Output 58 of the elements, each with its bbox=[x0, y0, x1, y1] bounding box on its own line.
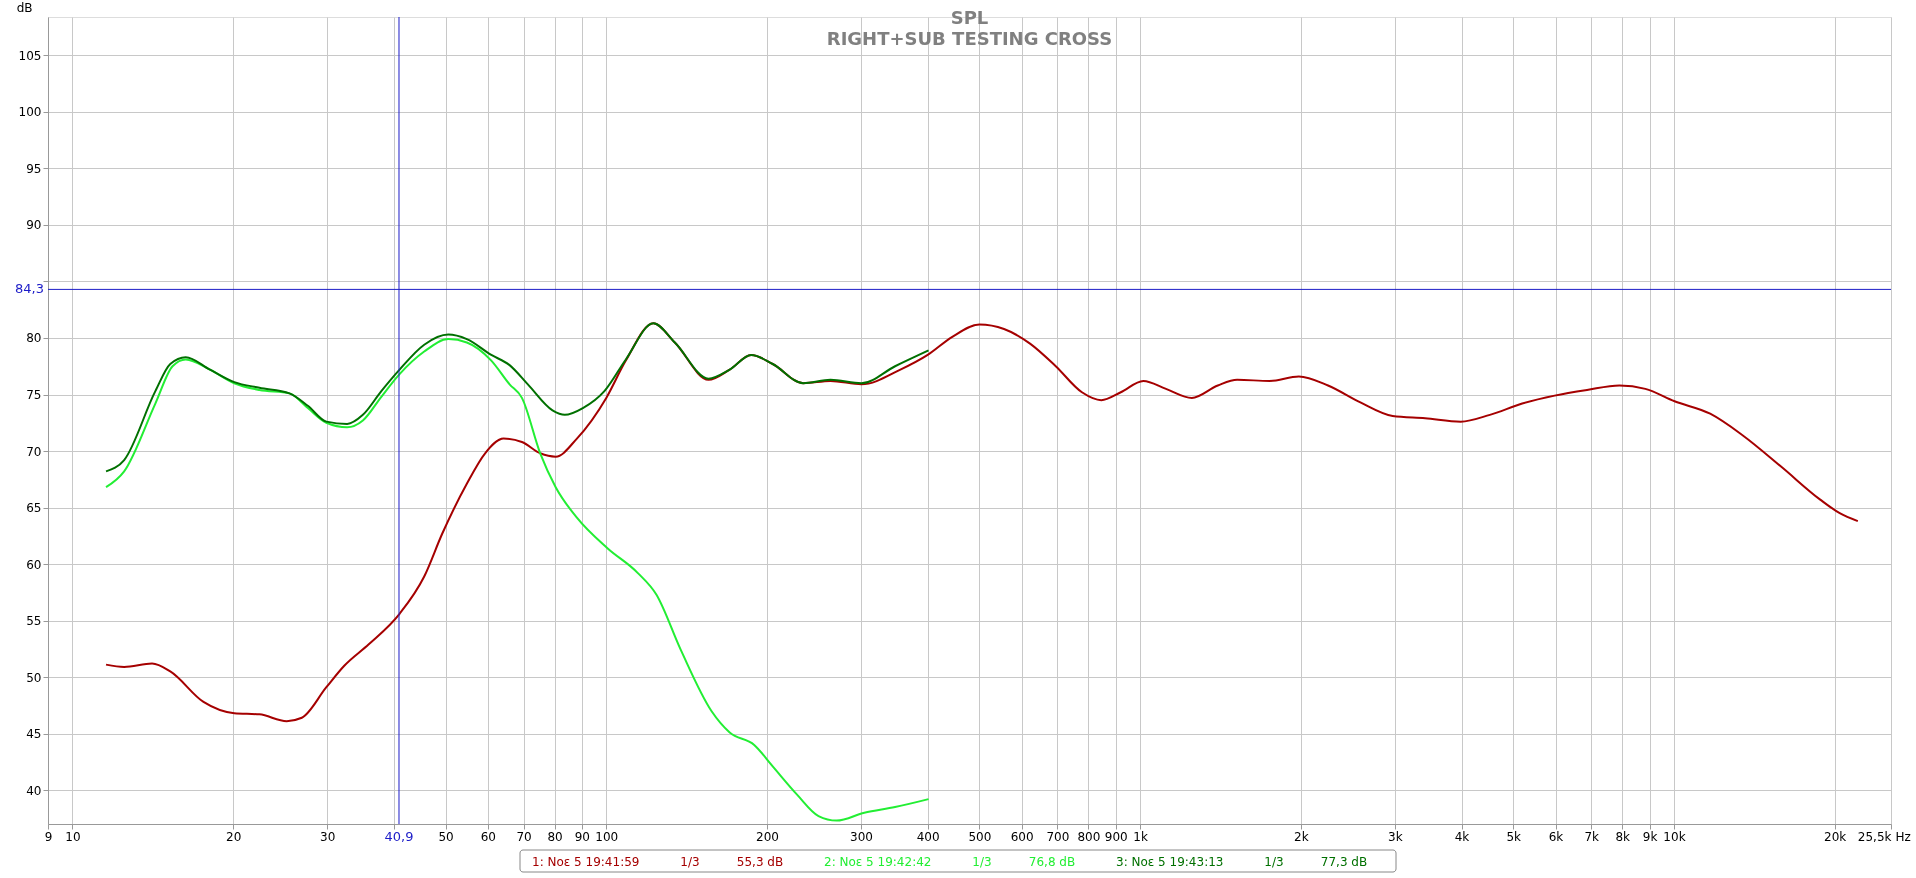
x-tick-label: 50 bbox=[438, 829, 454, 844]
ref-line-label: 40,9 bbox=[384, 829, 414, 844]
y-tick-label: 105 bbox=[18, 48, 42, 63]
text: 1/3 bbox=[680, 855, 700, 869]
text: 55,3 dB bbox=[736, 855, 784, 869]
y-tick-label: 100 bbox=[18, 105, 42, 120]
x-tick-label: 1k bbox=[1133, 829, 1148, 844]
x-tick-label: 25,5k bbox=[1857, 829, 1892, 844]
x-tick-label: 800 bbox=[1077, 829, 1101, 844]
x-tick-label: 4k bbox=[1454, 829, 1470, 844]
y-tick-label: 90 bbox=[26, 218, 42, 233]
x-tick-label: 500 bbox=[968, 829, 992, 844]
x-tick-label: 9 bbox=[44, 829, 53, 844]
y-tick-label: 75 bbox=[26, 388, 42, 402]
text: 76,8 dB bbox=[1028, 855, 1076, 869]
y-tick-label: 50 bbox=[26, 670, 42, 685]
x-tick-label: 20k bbox=[1824, 829, 1847, 844]
y-tick-label: 80 bbox=[26, 331, 42, 346]
x-tick-label: 9k bbox=[1642, 829, 1658, 844]
x-tick-label: 7k bbox=[1584, 829, 1600, 844]
x-tick-label: 80 bbox=[547, 829, 563, 844]
x-tick-label: 700 bbox=[1046, 829, 1070, 844]
x-tick-label: 300 bbox=[850, 829, 873, 844]
x-tick-label: 10k bbox=[1663, 829, 1686, 844]
y-tick-label: 40 bbox=[26, 783, 42, 798]
x-tick-label: 6k bbox=[1548, 829, 1564, 844]
x-tick-label: 70 bbox=[516, 829, 532, 844]
y-tick-label: 60 bbox=[26, 557, 42, 572]
ref-line-label: 84,3 bbox=[15, 281, 44, 297]
y-tick-label: 95 bbox=[26, 161, 42, 176]
text: RIGHT+SUB TESTING CROSS bbox=[826, 28, 1113, 49]
x-tick-label: 2k bbox=[1294, 829, 1309, 844]
x-tick-label: 8k bbox=[1615, 829, 1631, 844]
text: 1: Νοε 5 19:41:59 bbox=[532, 855, 640, 869]
text: 3: Νοε 5 19:43:13 bbox=[1116, 855, 1224, 869]
x-tick-label: 90 bbox=[574, 829, 590, 844]
x-tick-label: 10 bbox=[65, 829, 81, 844]
x-tick-label: 30 bbox=[320, 829, 336, 844]
x-axis-title: Hz bbox=[1895, 829, 1911, 844]
x-tick-label: 5k bbox=[1506, 829, 1522, 844]
x-tick-label: 600 bbox=[1010, 829, 1034, 844]
x-tick-label: 60 bbox=[480, 829, 496, 844]
y-tick-label: 55 bbox=[26, 614, 42, 629]
x-tick-label: 200 bbox=[756, 829, 779, 844]
text: 1/3 bbox=[972, 855, 992, 869]
x-tick-label: 3k bbox=[1388, 829, 1403, 844]
x-tick-label: 20 bbox=[225, 829, 242, 844]
x-tick-label: 900 bbox=[1104, 829, 1128, 844]
text: 77,3 dB bbox=[1320, 855, 1368, 869]
text: 1/3 bbox=[1264, 855, 1284, 869]
y-tick-label: 45 bbox=[26, 727, 42, 742]
x-tick-label: 400 bbox=[916, 829, 940, 844]
y-tick-label: 70 bbox=[26, 444, 42, 459]
y-axis-title: dB bbox=[16, 0, 33, 15]
text: 2: Νοε 5 19:42:42 bbox=[824, 855, 932, 869]
x-tick-label: 100 bbox=[595, 829, 619, 844]
y-tick-label: 65 bbox=[26, 501, 42, 516]
chart-title: SPL bbox=[950, 7, 989, 28]
